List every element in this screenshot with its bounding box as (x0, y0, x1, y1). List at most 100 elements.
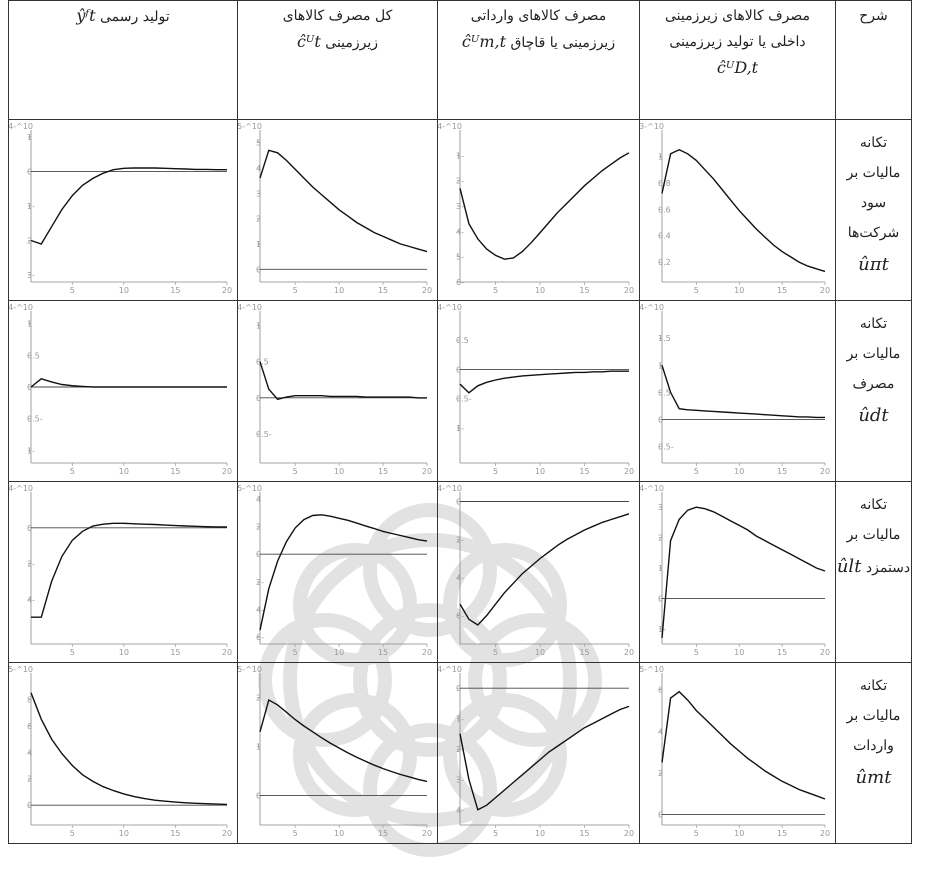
y-tick-label: 0 (27, 524, 32, 533)
x-tick-label: 20 (422, 286, 432, 295)
y-tick-label: 4 (256, 495, 261, 504)
x-tick-label: 10 (119, 648, 129, 657)
x-tick-label: 10 (119, 829, 129, 838)
y-tick-label: 5 (256, 139, 261, 148)
y-tick-label: 0.5 (256, 358, 269, 367)
row-label-profit-tax: تکانه مالیات بر سود شرکت‌ها ûπt (835, 119, 912, 301)
response-line (661, 149, 826, 273)
response-line (661, 690, 826, 800)
x-tick-label: 15 (378, 648, 388, 657)
header-description-text: شرح (859, 8, 888, 24)
y-tick-label: 3 (658, 503, 663, 512)
y-tick-label: -0.5 (256, 430, 272, 439)
x-tick-label: 10 (334, 286, 344, 295)
row-label-line: تکانه (859, 497, 888, 513)
response-line (459, 513, 630, 626)
y-tick-label: 4 (27, 748, 32, 757)
x-tick-label: 5 (70, 286, 75, 295)
chart-cell: 10^-5 0 1 2 3 4 5 5 10 15 20 (237, 119, 438, 301)
y-tick-label: 4 (256, 164, 261, 173)
x-tick-label: 15 (170, 467, 180, 476)
y-tick-label: 0.5 (27, 351, 40, 360)
header-description: شرح (835, 0, 912, 120)
header-total-line-2: زیرزمینی (325, 35, 379, 51)
scale-label: 10^-4 (9, 484, 33, 493)
x-tick-label: 20 (624, 286, 634, 295)
y-tick-label: -6 (456, 612, 464, 621)
x-tick-label: 5 (70, 648, 75, 657)
response-line (259, 361, 427, 401)
header-imported-symbol: ĉᵁm,t (461, 32, 507, 51)
y-tick-label: -1 (658, 625, 666, 634)
x-tick-label: 20 (422, 648, 432, 657)
row-label-line: سود (860, 195, 887, 211)
row-consumption-tax: تکانه مالیات بر مصرف ûdt 10^-4 -0.5 0 0.5 1 1… (8, 300, 912, 482)
response-line (459, 152, 630, 260)
x-tick-label: 10 (334, 467, 344, 476)
row-symbol: ûlt (836, 556, 862, 577)
scale-label: 10^-4 (640, 484, 664, 493)
x-tick-label: 20 (422, 829, 432, 838)
response-line (661, 365, 825, 419)
header-official-line-1: تولید رسمی (99, 9, 170, 25)
irf-chart: 10^-4-4-3-2-105 10 15 20 (438, 665, 634, 838)
irf-chart: 10^-5 0 1 2 5 10 15 20 (238, 665, 432, 838)
y-tick-label: 6 (27, 722, 32, 731)
y-tick-label: 0 (456, 498, 461, 507)
y-tick-label: 0.4 (658, 232, 671, 241)
irf-chart: 10^-4 -1 0 1 2 3 5 10 15 20 (640, 484, 830, 657)
x-tick-label: 10 (734, 648, 744, 657)
x-tick-label: 20 (222, 648, 232, 657)
x-tick-label: 5 (694, 829, 699, 838)
scale-label: 10^-5 (640, 665, 664, 674)
header-domestic: مصرف کالاهای زیرزمینی داخلی یا تولید زیر… (639, 0, 836, 120)
x-tick-label: 10 (119, 467, 129, 476)
irf-chart: 10^-5 0 2 4 6 8 5 10 15 20 (9, 665, 232, 838)
row-label-consumption-tax: تکانه مالیات بر مصرف ûdt (835, 300, 912, 482)
y-tick-label: 0.5 (658, 388, 671, 397)
irf-chart: 10^-5 0 1 2 3 4 5 5 10 15 20 (238, 122, 432, 295)
irf-table: شرح مصرف کالاهای زیرزمینی داخلی یا تولید… (8, 0, 912, 844)
y-tick-label: 1 (256, 321, 261, 330)
row-label-line: مالیات بر (846, 527, 901, 543)
x-tick-label: 5 (293, 829, 298, 838)
y-tick-label: 2 (256, 694, 261, 703)
response-line (31, 522, 228, 618)
response-line (459, 370, 629, 394)
y-tick-label: 0 (456, 684, 461, 693)
x-tick-label: 15 (777, 648, 787, 657)
row-label-line: شرکت‌ها (847, 225, 900, 241)
y-tick-label: 1 (27, 320, 32, 329)
x-tick-label: 15 (170, 286, 180, 295)
x-tick-label: 5 (293, 286, 298, 295)
header-total-line-1: کل مصرف کالاهای (282, 8, 393, 24)
scale-label: 10^-4 (640, 303, 664, 312)
y-tick-label: 0.2 (658, 258, 671, 267)
y-tick-label: 4 (658, 727, 663, 736)
chart-cell: 10^-4 -4 -3 -2 -1 0 5 10 15 20 (437, 662, 640, 844)
y-tick-label: -6 (256, 633, 264, 642)
y-tick-label: 0.6 (658, 205, 671, 214)
scale-label: 10^-4 (9, 122, 33, 131)
response-line (459, 705, 630, 811)
irf-chart: 10^-4 -0.5 0 0.5 1 1.5 5 10 15 20 (640, 303, 830, 476)
chart-cell: 10^-3 0.2 0.4 0.6 0.8 1 5 10 15 20 (639, 119, 836, 301)
y-tick-label: -1 (456, 715, 464, 724)
y-tick-label: 0 (256, 792, 261, 801)
y-tick-label: 0 (256, 265, 261, 274)
scale-label: 10^-5 (238, 665, 262, 674)
response-line (30, 692, 228, 806)
row-label-line: تکانه (859, 135, 888, 151)
y-tick-label: -2 (256, 578, 264, 587)
x-tick-label: 10 (535, 648, 545, 657)
scale-label: 10^-4 (438, 303, 462, 312)
x-tick-label: 20 (624, 467, 634, 476)
x-tick-label: 20 (624, 648, 634, 657)
x-tick-label: 10 (334, 829, 344, 838)
chart-cell: 10^-4 -6 -5 -4 -3 -2 -1 5 10 15 20 (437, 119, 640, 301)
x-tick-label: 20 (222, 467, 232, 476)
scale-label: 10^-3 (640, 122, 664, 131)
x-tick-label: 15 (378, 286, 388, 295)
x-tick-label: 15 (579, 829, 589, 838)
